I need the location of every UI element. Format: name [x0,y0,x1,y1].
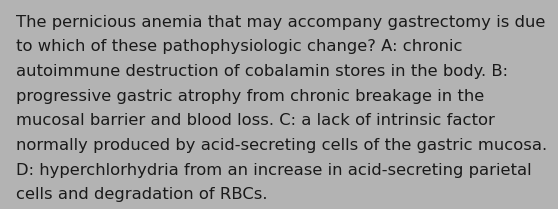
Text: cells and degradation of RBCs.: cells and degradation of RBCs. [16,187,267,202]
Text: The pernicious anemia that may accompany gastrectomy is due: The pernicious anemia that may accompany… [16,15,545,30]
Text: progressive gastric atrophy from chronic breakage in the: progressive gastric atrophy from chronic… [16,89,484,104]
Text: D: hyperchlorhydria from an increase in acid-secreting parietal: D: hyperchlorhydria from an increase in … [16,163,531,178]
Text: normally produced by acid-secreting cells of the gastric mucosa.: normally produced by acid-secreting cell… [16,138,547,153]
Text: mucosal barrier and blood loss. C: a lack of intrinsic factor: mucosal barrier and blood loss. C: a lac… [16,113,494,128]
Text: to which of these pathophysiologic change? A: chronic: to which of these pathophysiologic chang… [16,39,462,54]
Text: autoimmune destruction of cobalamin stores in the body. B:: autoimmune destruction of cobalamin stor… [16,64,508,79]
